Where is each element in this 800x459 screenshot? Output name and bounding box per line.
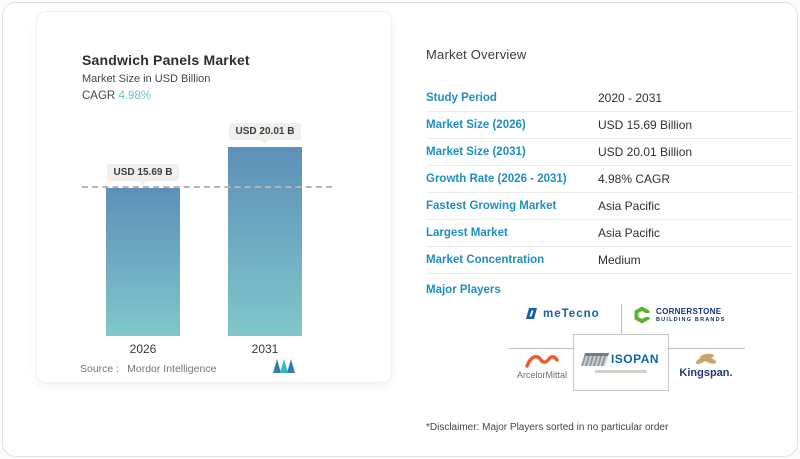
row-label: Market Size (2026) bbox=[426, 119, 526, 131]
metecno-wordmark: meTecno bbox=[543, 307, 600, 320]
isopan-wordmark: ISOPAN bbox=[610, 352, 660, 367]
reference-dashed-line bbox=[82, 186, 332, 188]
table-row-market-size-2026: Market Size (2026) USD 15.69 Billion bbox=[426, 112, 794, 139]
disclaimer-text: *Disclaimer: Major Players sorted in no … bbox=[426, 422, 669, 433]
row-value: USD 20.01 Billion bbox=[598, 145, 693, 159]
chart-subtitle: Market Size in USD Billion bbox=[82, 73, 211, 85]
row-value: USD 15.69 Billion bbox=[598, 118, 693, 132]
source-label: Source : bbox=[80, 363, 120, 375]
bar-group-2026: USD 15.69 B bbox=[106, 164, 180, 336]
cagr-line: CAGR 4.98% bbox=[82, 90, 151, 102]
major-players-label: Major Players bbox=[426, 284, 501, 296]
metecno-logo: meTecno bbox=[524, 306, 600, 321]
isopan-panel-icon bbox=[580, 352, 610, 366]
row-label: Fastest Growing Market bbox=[426, 200, 557, 212]
isopan-logo: ISOPAN bbox=[573, 334, 669, 391]
kingspan-logo: Kingspan. bbox=[667, 350, 745, 379]
row-label: Market Concentration bbox=[426, 254, 545, 266]
cagr-label: CAGR bbox=[82, 90, 116, 102]
arcelormittal-logo: ArcelorMittal bbox=[504, 352, 580, 380]
kingspan-icon bbox=[695, 353, 717, 365]
isopan-tagline bbox=[595, 370, 647, 373]
table-row-fastest-growing-market: Fastest Growing Market Asia Pacific bbox=[426, 193, 794, 220]
kingspan-wordmark: Kingspan. bbox=[679, 367, 733, 379]
table-row-market-concentration: Market Concentration Medium bbox=[426, 247, 794, 274]
row-value: 2020 - 2031 bbox=[598, 91, 663, 105]
table-row-market-size-2031: Market Size (2031) USD 20.01 Billion bbox=[426, 139, 794, 166]
logo-connector-right bbox=[669, 348, 745, 349]
mordor-intelligence-logo bbox=[273, 359, 295, 373]
source-value: Mordor Intelligence bbox=[127, 363, 217, 375]
logo-connector-left bbox=[509, 348, 573, 349]
overview-table: Study Period 2020 - 2031 Market Size (20… bbox=[426, 85, 794, 274]
market-chart-card: Sandwich Panels Market Market Size in US… bbox=[36, 11, 392, 383]
logo-divider bbox=[621, 304, 622, 335]
row-value: Medium bbox=[598, 253, 641, 267]
row-value: Asia Pacific bbox=[598, 199, 661, 213]
metecno-icon bbox=[526, 308, 537, 319]
row-label: Study Period bbox=[426, 92, 497, 104]
overview-title: Market Overview bbox=[426, 47, 527, 62]
cornerstone-icon bbox=[634, 306, 652, 324]
cornerstone-logo: CORNERSTONE BUILDING BRANDS bbox=[632, 305, 726, 325]
row-label: Largest Market bbox=[426, 227, 508, 239]
chart-title: Sandwich Panels Market bbox=[82, 52, 250, 68]
row-value: Asia Pacific bbox=[598, 226, 661, 240]
bar-2026 bbox=[106, 188, 180, 336]
row-value: 4.98% CAGR bbox=[598, 172, 671, 186]
x-axis-label-2031: 2031 bbox=[251, 342, 279, 356]
x-axis-label-2026: 2026 bbox=[129, 342, 157, 356]
source-attribution: Source : Mordor Intelligence bbox=[80, 363, 216, 375]
table-row-study-period: Study Period 2020 - 2031 bbox=[426, 85, 794, 112]
table-row-largest-market: Largest Market Asia Pacific bbox=[426, 220, 794, 247]
bar-value-label-2031: USD 20.01 B bbox=[228, 123, 302, 140]
bar-2031 bbox=[228, 147, 302, 336]
arcelormittal-wordmark: ArcelorMittal bbox=[516, 370, 567, 380]
row-label: Market Size (2031) bbox=[426, 146, 526, 158]
bar-group-2031: USD 20.01 B bbox=[228, 123, 302, 336]
arcelormittal-icon bbox=[525, 354, 559, 368]
cornerstone-wordmark: CORNERSTONE BUILDING BRANDS bbox=[656, 307, 726, 323]
cagr-value: 4.98% bbox=[118, 90, 152, 102]
table-row-growth-rate: Growth Rate (2026 - 2031) 4.98% CAGR bbox=[426, 166, 794, 193]
bar-value-label-2026: USD 15.69 B bbox=[106, 164, 180, 181]
row-label: Growth Rate (2026 - 2031) bbox=[426, 173, 567, 185]
